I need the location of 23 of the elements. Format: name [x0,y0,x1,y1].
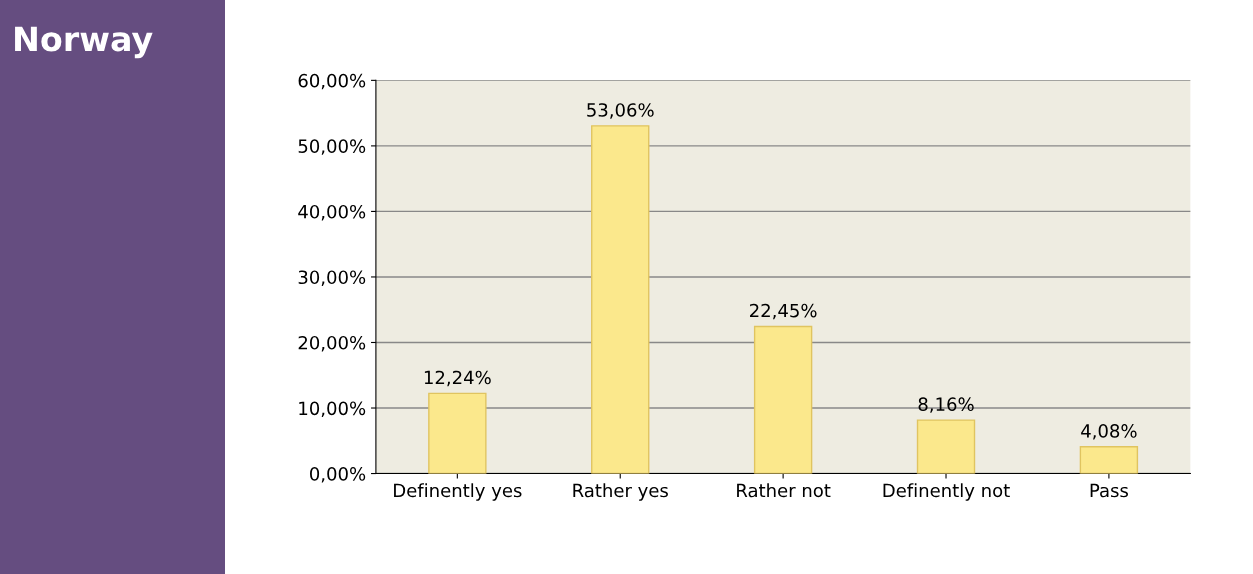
y-tick-label: 10,00% [299,401,366,417]
bar [753,325,813,474]
y-tick-label: 30,00% [298,270,366,286]
data-label: 8,16% [918,397,974,413]
bar [591,125,650,474]
x-tick-label: Pass [1090,483,1128,498]
y-tick-label: 0,00% [310,467,366,483]
data-label: 53,06% [587,103,654,119]
text: Norway [15,26,153,59]
data-label: 22,45% [750,303,817,320]
bar [1079,446,1139,474]
y-tick-label: 20,00% [298,335,366,352]
x-tick-label: Rather not [737,483,831,498]
bar [428,392,487,474]
x-tick-label: Definently yes [394,483,522,501]
y-tick-label: 60,00% [298,73,366,90]
data-label: 4,08% [1081,424,1137,440]
data-label: 12,24% [424,370,491,387]
y-tick-label: 40,00% [298,204,366,221]
x-tick-label: Definently not [883,483,1010,501]
bar [916,419,976,474]
y-tick-label: 50,00% [298,139,366,155]
x-tick-label: Rather yes [573,483,668,501]
